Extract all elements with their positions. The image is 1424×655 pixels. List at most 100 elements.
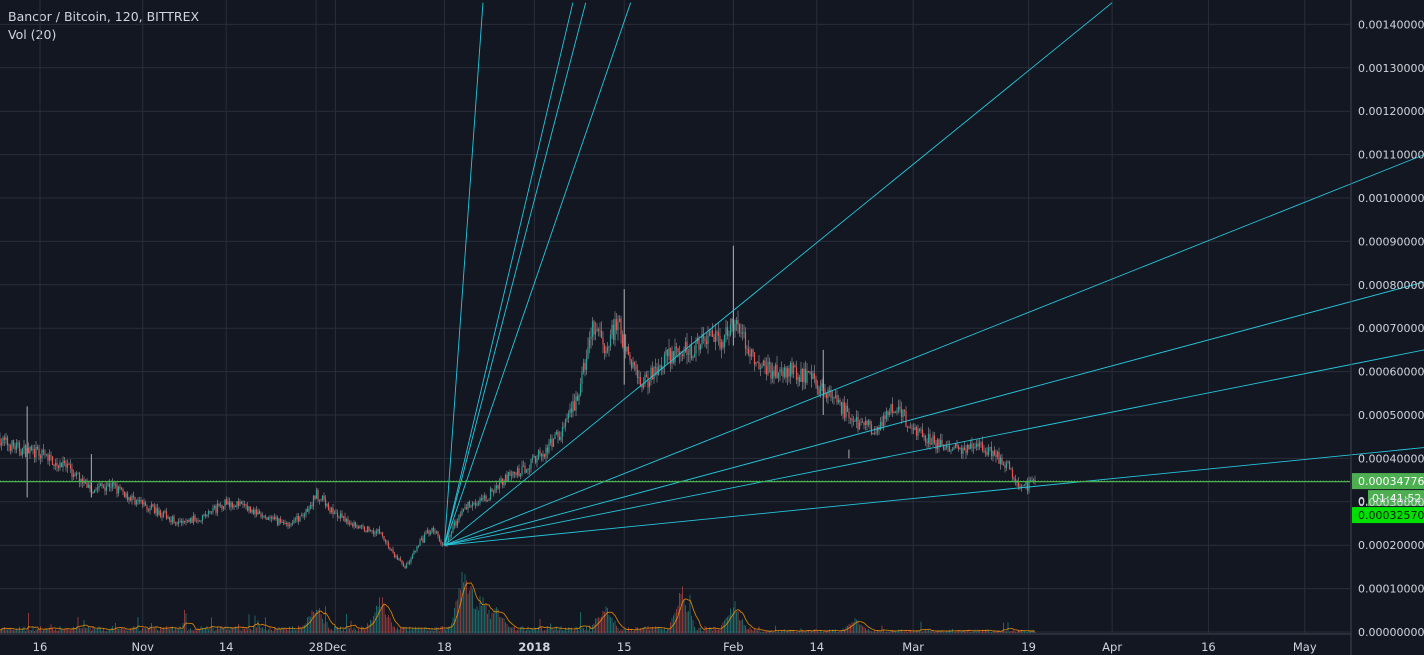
candle-body bbox=[612, 324, 615, 341]
volume-bar bbox=[172, 626, 173, 633]
candle-body bbox=[482, 498, 484, 500]
candle-body bbox=[417, 545, 420, 547]
volume-bar bbox=[809, 631, 811, 633]
volume-bar bbox=[385, 614, 386, 633]
candle-body bbox=[483, 495, 486, 499]
candle-body bbox=[549, 438, 552, 443]
candle-body bbox=[396, 556, 399, 560]
volume-bar bbox=[131, 627, 133, 633]
volume-bar bbox=[770, 630, 772, 633]
volume-bar bbox=[677, 605, 679, 633]
volume-indicator-label[interactable]: Vol (20) bbox=[8, 27, 57, 42]
volume-bar bbox=[499, 616, 500, 633]
candle-body bbox=[210, 511, 213, 513]
candle-body bbox=[0, 443, 3, 446]
candle-body bbox=[333, 512, 336, 515]
volume-bar bbox=[218, 628, 220, 633]
volume-bar bbox=[994, 631, 995, 633]
volume-bar bbox=[148, 627, 149, 633]
volume-bar bbox=[494, 608, 496, 633]
volume-bar bbox=[707, 629, 709, 633]
volume-bar bbox=[1009, 631, 1010, 633]
volume-bar bbox=[439, 631, 440, 633]
candle-body bbox=[222, 506, 225, 509]
volume-bar bbox=[409, 626, 410, 633]
volume-bar bbox=[572, 630, 574, 633]
candle-body bbox=[518, 468, 520, 477]
candle-body bbox=[525, 469, 528, 473]
volume-bar bbox=[890, 631, 892, 633]
candle-body bbox=[386, 541, 388, 543]
volume-bar bbox=[880, 631, 881, 633]
candle-body bbox=[1029, 480, 1032, 482]
volume-bar bbox=[629, 631, 631, 633]
volume-bar bbox=[484, 605, 485, 633]
candle-body bbox=[171, 516, 174, 523]
volume-bar bbox=[451, 623, 452, 633]
volume-bar bbox=[920, 621, 922, 633]
candle-body bbox=[684, 341, 687, 352]
candle-body bbox=[198, 520, 201, 522]
candle-body bbox=[279, 518, 282, 523]
volume-bar bbox=[392, 626, 394, 633]
volume-bar bbox=[437, 627, 439, 633]
candle-body bbox=[221, 504, 223, 509]
candle-body bbox=[734, 324, 736, 331]
candle-body bbox=[570, 408, 573, 413]
candle-body bbox=[261, 516, 264, 518]
volume-bar bbox=[31, 630, 32, 633]
candle-body bbox=[161, 516, 163, 518]
gann-fan[interactable] bbox=[444, 2, 1424, 546]
volume-bar bbox=[808, 630, 809, 633]
volume-bar bbox=[565, 627, 566, 633]
volume-bar bbox=[827, 630, 829, 633]
candle-body bbox=[548, 442, 550, 453]
candle-body bbox=[186, 519, 189, 522]
fan-line bbox=[444, 2, 632, 546]
candle-body bbox=[50, 454, 52, 457]
candle-body bbox=[174, 522, 177, 524]
volume-bar bbox=[331, 629, 332, 633]
candle-body bbox=[629, 354, 631, 361]
candle-body bbox=[395, 556, 397, 558]
candle-body bbox=[779, 369, 781, 373]
x-tick-label: 19 bbox=[1021, 640, 1036, 654]
candle-body bbox=[951, 449, 954, 451]
volume-bar bbox=[334, 626, 335, 633]
candle-body bbox=[678, 352, 681, 355]
x-tick-label: 16 bbox=[33, 640, 48, 654]
volume-bar bbox=[721, 624, 722, 633]
candle-body bbox=[552, 438, 555, 447]
volume-bar bbox=[59, 626, 61, 633]
volume-bar bbox=[43, 630, 44, 633]
volume-bar bbox=[934, 631, 935, 633]
candle-body bbox=[287, 523, 289, 527]
volume-bar bbox=[883, 629, 884, 633]
volume-bar bbox=[749, 626, 751, 633]
candle-body bbox=[9, 445, 12, 451]
volume-bar bbox=[349, 628, 350, 633]
volume-bar bbox=[566, 630, 568, 633]
candle-body bbox=[540, 453, 543, 457]
candle-body bbox=[59, 462, 61, 468]
volume-bar bbox=[23, 626, 25, 633]
candle-body bbox=[635, 365, 637, 370]
volume-bar bbox=[712, 630, 713, 633]
candle-body bbox=[420, 538, 423, 541]
volume-bar bbox=[280, 629, 281, 633]
volume-bar bbox=[904, 631, 905, 633]
candle-body bbox=[86, 482, 88, 488]
x-tick-label: 14 bbox=[219, 640, 234, 654]
candle-body bbox=[789, 362, 792, 377]
volume-bar bbox=[836, 631, 838, 633]
candle-body bbox=[648, 381, 651, 388]
volume-bar bbox=[355, 629, 356, 633]
volume-bar bbox=[260, 627, 262, 633]
candle-body bbox=[194, 515, 196, 521]
candle-body bbox=[783, 367, 786, 377]
volume-bar bbox=[449, 626, 451, 633]
volume-bar bbox=[878, 630, 880, 633]
candle-body bbox=[605, 351, 607, 354]
symbol-title[interactable]: Bancor / Bitcoin, 120, BITTREX bbox=[8, 9, 200, 24]
